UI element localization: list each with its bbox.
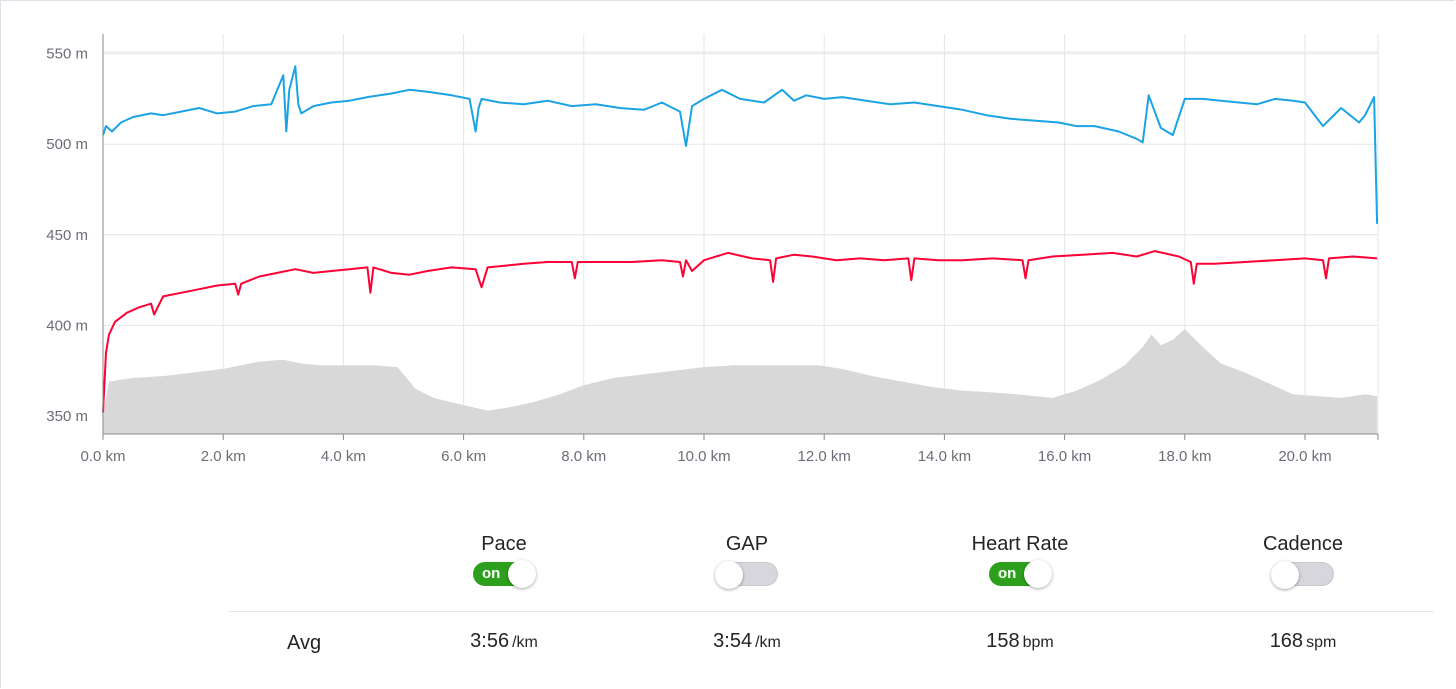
heart-rate-label: Heart Rate	[971, 533, 1069, 555]
y-axis-ticks: 350 m 400 m 450 m 500 m 550 m	[46, 46, 88, 425]
gap-label: GAP	[725, 533, 769, 555]
x-tick-label: 4.0 km	[321, 448, 366, 465]
avg-pace-unit: /km	[512, 634, 538, 651]
avg-heart-rate: 158 bpm	[940, 630, 1100, 653]
avg-gap: 3:54/km	[667, 630, 827, 653]
x-tick-label: 2.0 km	[201, 448, 246, 465]
x-tick-label: 16.0 km	[1038, 448, 1091, 465]
gap-toggle-knob	[715, 561, 743, 589]
axes	[102, 34, 1378, 435]
pace-toggle-knob	[508, 560, 536, 588]
avg-cadence: 168 spm	[1223, 630, 1383, 653]
x-tick-label: 14.0 km	[918, 448, 971, 465]
x-tick-label: 20.0 km	[1278, 448, 1331, 465]
avg-heart-rate-value: 158	[986, 630, 1020, 652]
avg-heart-rate-unit: bpm	[1022, 634, 1054, 651]
avg-pace-value: 3:56	[470, 630, 510, 652]
y-tick-label: 450 m	[46, 227, 88, 244]
divider	[228, 611, 1434, 612]
y-tick-label: 500 m	[46, 136, 88, 153]
heart-rate-toggle[interactable]: on	[989, 560, 1052, 588]
x-tick-label: 18.0 km	[1158, 448, 1211, 465]
avg-cadence-value: 168	[1269, 630, 1304, 652]
x-tick-label: 0.0 km	[80, 448, 125, 465]
avg-label: Avg	[287, 632, 322, 654]
gap-toggle[interactable]	[715, 561, 778, 589]
pace-line	[102, 65, 1379, 224]
x-tick-label: 8.0 km	[561, 448, 606, 465]
cadence-control: Cadence	[1223, 530, 1383, 591]
avg-gap-unit: /km	[755, 634, 781, 651]
gap-control: GAP	[667, 530, 827, 591]
pace-toggle[interactable]: on	[473, 560, 536, 588]
pace-toggle-text: on	[482, 565, 501, 582]
heart-rate-toggle-knob	[1024, 560, 1052, 588]
y-tick-label: 550 m	[46, 46, 88, 63]
x-tick-label: 10.0 km	[677, 448, 730, 465]
elevation-area	[103, 329, 1378, 434]
avg-pace: 3:56/km	[424, 630, 584, 653]
averages-row: Avg 3:56/km 3:54/km 158 bpm 168 spm	[0, 626, 1456, 662]
x-tick-label: 12.0 km	[798, 448, 851, 465]
cadence-toggle[interactable]	[1271, 561, 1334, 589]
heart-rate-control: Heart Rate on	[940, 530, 1100, 591]
y-tick-label: 400 m	[46, 317, 88, 334]
pace-label: Pace	[481, 533, 527, 555]
x-tick-label: 6.0 km	[441, 448, 486, 465]
heart-rate-line	[102, 250, 1378, 413]
cadence-toggle-knob	[1271, 561, 1299, 589]
avg-gap-value: 3:54	[713, 630, 753, 652]
x-axis-ticks: 0.0 km 2.0 km 4.0 km 6.0 km 8.0 km 10.0 km 12.…	[80, 434, 1379, 465]
heart-rate-toggle-text: on	[998, 565, 1017, 582]
metric-toggles: Pace on GAP Heart Rate on Cadence	[0, 530, 1456, 610]
cadence-label: Cadence	[1262, 533, 1344, 555]
elevation-chart: 350 m 400 m 450 m 500 m 550 m 0.0 km 2.0 km 4.…	[46, 34, 1379, 465]
avg-cadence-unit: spm	[1306, 634, 1337, 651]
pace-control: Pace on	[424, 530, 584, 591]
series-lines-layer	[102, 65, 1379, 413]
y-tick-label: 350 m	[46, 408, 88, 425]
elevation-area-layer	[103, 329, 1378, 434]
